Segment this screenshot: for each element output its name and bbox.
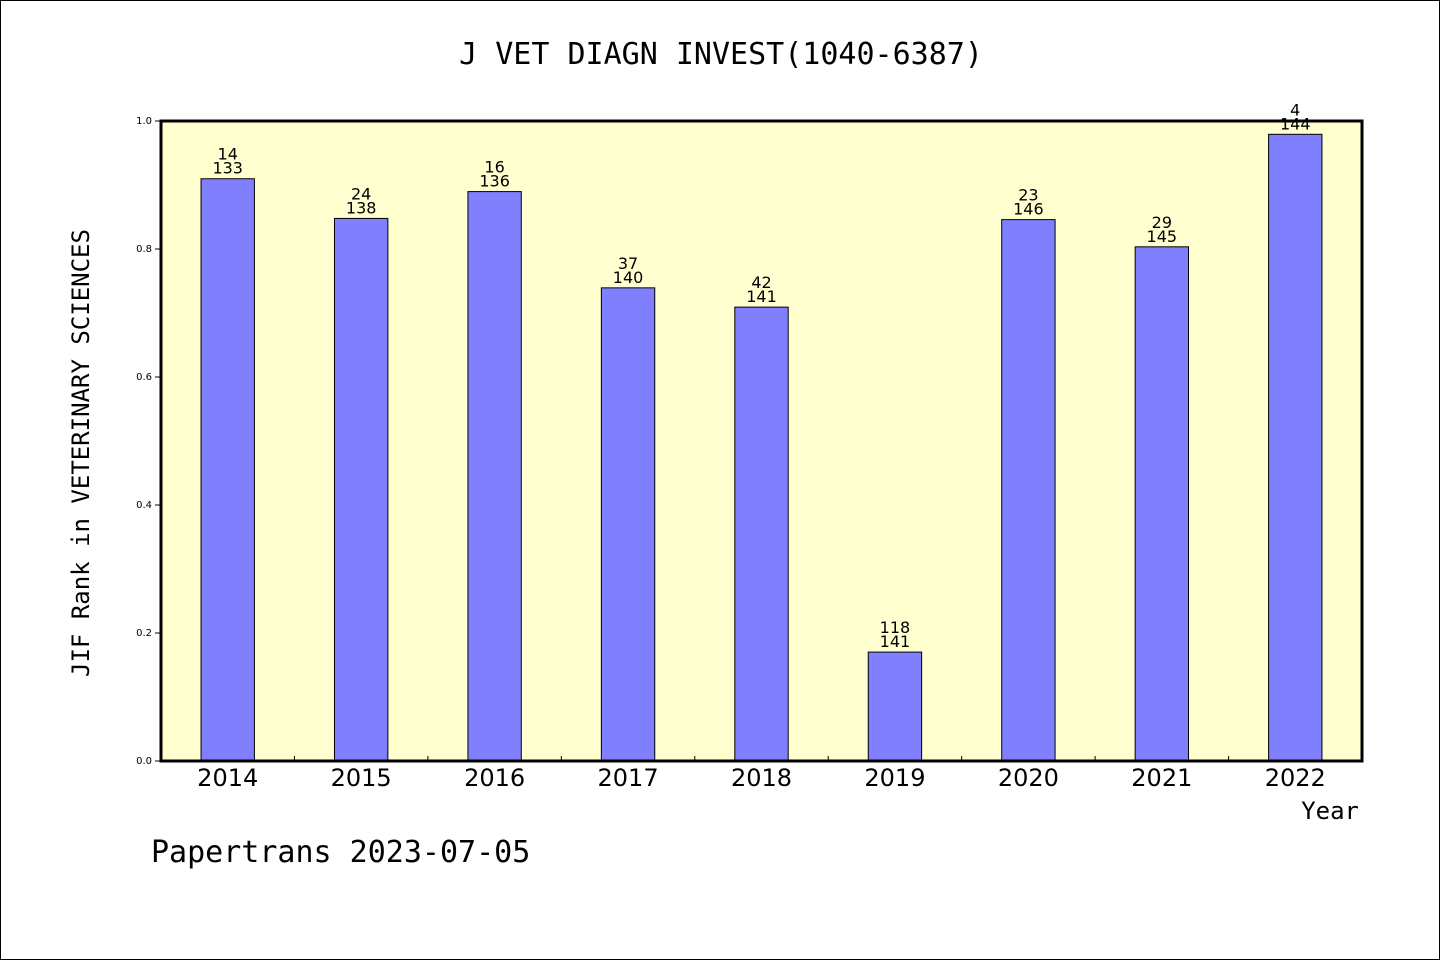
- bar-2015: [333, 217, 389, 762]
- bar-total-label: 141: [880, 632, 911, 651]
- bar-2017: [600, 287, 656, 762]
- bar-2021: [1134, 246, 1190, 762]
- bar-total-label: 136: [479, 172, 510, 191]
- bar-2014: [200, 178, 255, 762]
- bar-total-label: 145: [1147, 227, 1178, 246]
- x-tick-label: 2021: [1131, 764, 1192, 792]
- bar-rank-label: 4: [1290, 100, 1300, 119]
- y-tick-label: 1.0: [136, 116, 152, 127]
- y-tick-label: 0.8: [136, 244, 152, 255]
- bar-2019: [867, 651, 923, 762]
- bar-rank-label: 24: [351, 184, 371, 203]
- y-tick-label: 0.6: [136, 372, 152, 383]
- bar-rank-label: 29: [1152, 213, 1172, 232]
- plot-frame: [159, 119, 1364, 763]
- bar-2022: [1268, 133, 1323, 762]
- x-tick-label: 2018: [731, 764, 792, 792]
- x-tick-label: 2016: [464, 764, 525, 792]
- bar-total-label: 146: [1013, 200, 1044, 219]
- bar-total-label: 140: [613, 268, 644, 287]
- bar-rank-label: 14: [218, 145, 238, 164]
- x-tick-label: 2017: [598, 764, 659, 792]
- bar-total-label: 138: [346, 198, 377, 217]
- bar-rank-label: 23: [1018, 186, 1038, 205]
- x-tick-label: 2015: [331, 764, 392, 792]
- bar-rank-label: 42: [751, 273, 771, 292]
- bar-2018: [734, 306, 789, 762]
- bar-2020: [1001, 219, 1056, 762]
- bar-rank-label: 16: [484, 158, 504, 177]
- bar-total-label: 133: [212, 159, 243, 178]
- y-tick-label: 0.2: [136, 628, 152, 639]
- bar-total-label: 141: [746, 287, 777, 306]
- y-tick-label: 0.4: [136, 500, 152, 511]
- chart-title: J VET DIAGN INVEST(1040-6387): [459, 37, 983, 72]
- bar-total-label: 144: [1280, 114, 1311, 133]
- x-tick-label: 2022: [1265, 764, 1326, 792]
- y-tick-label: 0.0: [136, 756, 152, 767]
- bar-rank-label: 37: [618, 254, 638, 273]
- footer-credit: Papertrans 2023-07-05: [151, 835, 531, 870]
- x-tick-label: 2020: [998, 764, 1059, 792]
- x-axis-label: Year: [1301, 797, 1359, 825]
- x-tick-label: 2019: [864, 764, 925, 792]
- x-tick-label: 2014: [197, 764, 258, 792]
- bar-2016: [467, 191, 522, 762]
- bar-rank-label: 118: [880, 618, 911, 637]
